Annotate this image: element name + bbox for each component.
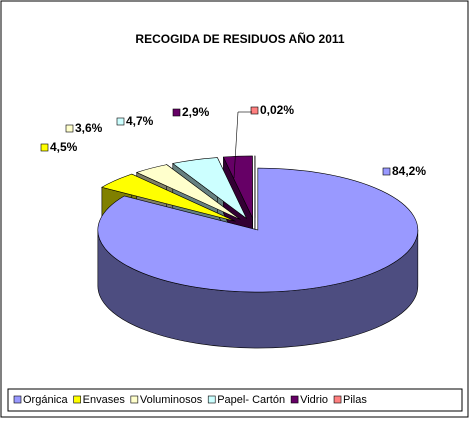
data-label: 84,2% <box>392 164 426 178</box>
legend-label: Envases <box>83 394 126 406</box>
legend-label: Voluminosos <box>140 394 203 406</box>
legend-swatch <box>74 396 81 403</box>
legend-swatch <box>291 396 298 403</box>
label-swatch <box>117 118 124 125</box>
data-label: 4,7% <box>126 114 154 128</box>
legend-swatch <box>208 396 215 403</box>
legend-label: Papel- Cartón <box>217 394 285 406</box>
data-label: 2,9% <box>182 105 210 119</box>
legend-label: Orgánica <box>23 394 69 406</box>
label-swatch <box>66 125 73 132</box>
data-label: 0,02% <box>260 103 294 117</box>
legend-swatch <box>131 396 138 403</box>
label-swatch <box>251 107 258 114</box>
legend-swatch <box>334 396 341 403</box>
legend-swatch <box>14 396 21 403</box>
label-swatch <box>173 109 180 116</box>
data-label: 4,5% <box>50 140 78 154</box>
chart-title: RECOGIDA DE RESIDUOS AÑO 2011 <box>135 31 344 46</box>
legend-label: Pilas <box>343 394 367 406</box>
label-swatch <box>41 144 48 151</box>
legend-label: Vidrio <box>300 394 328 406</box>
data-label: 3,6% <box>75 121 103 135</box>
label-swatch <box>383 168 390 175</box>
